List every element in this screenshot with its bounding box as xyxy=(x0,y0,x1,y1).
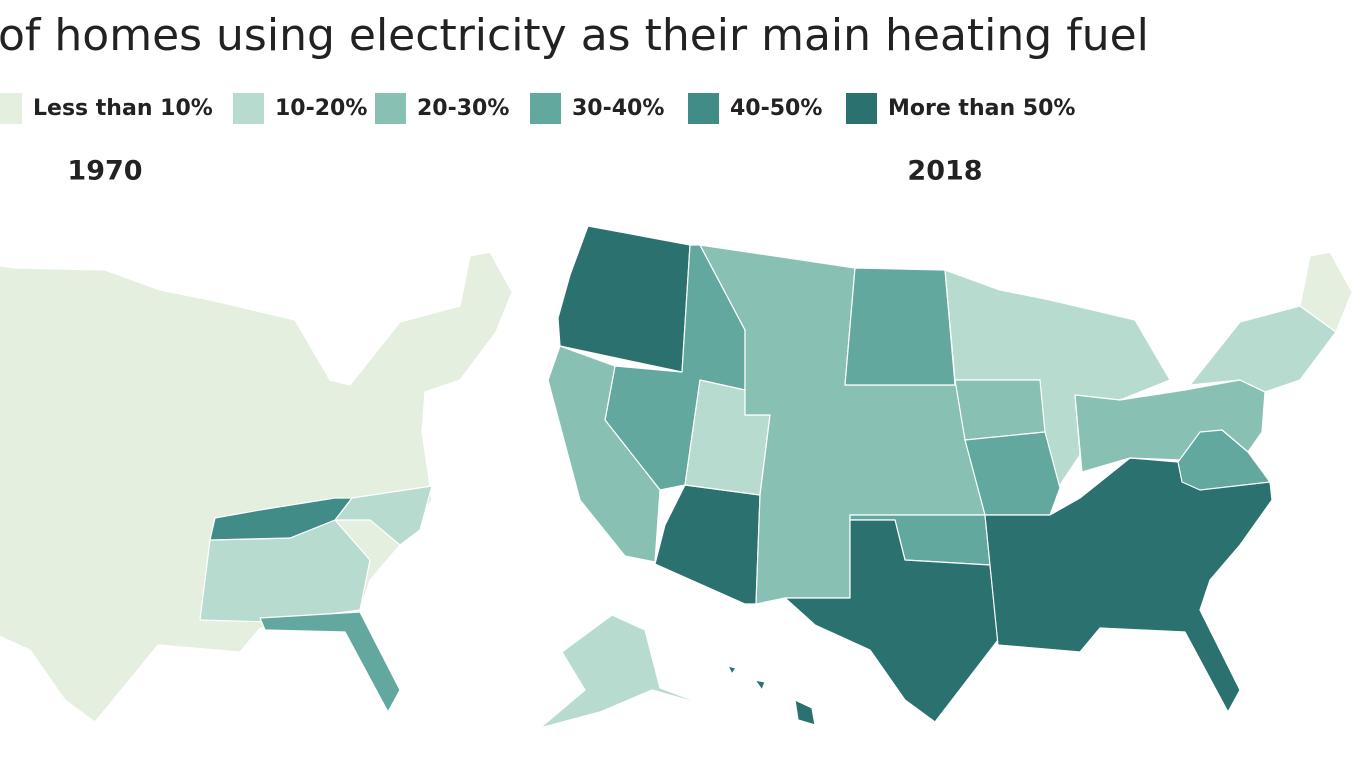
legend: Less than 10% 10-20% 20-30% 30-40% 40-50% Mor… xyxy=(0,93,1075,124)
region xyxy=(259,611,401,713)
legend-label: 20-30% xyxy=(417,96,509,121)
region xyxy=(654,484,761,605)
legend-swatch xyxy=(375,93,406,124)
region xyxy=(964,431,1061,516)
legend-label: Less than 10% xyxy=(33,96,213,121)
legend-label: More than 50% xyxy=(888,96,1075,121)
legend-label: 40-50% xyxy=(730,96,822,121)
map-title: 1970 xyxy=(67,156,142,187)
region xyxy=(1299,251,1353,333)
map-2018 xyxy=(539,225,1353,729)
region xyxy=(727,665,737,675)
region xyxy=(954,379,1046,441)
legend-swatch xyxy=(688,93,719,124)
legend-swatch xyxy=(530,93,561,124)
region xyxy=(1074,379,1266,473)
legend-swatch xyxy=(233,93,264,124)
region xyxy=(1189,305,1337,393)
region xyxy=(1177,429,1271,491)
region xyxy=(209,497,353,541)
region xyxy=(0,251,513,723)
legend-swatch xyxy=(846,93,877,124)
region xyxy=(754,679,766,691)
map-1970 xyxy=(0,251,513,723)
region xyxy=(557,225,691,373)
legend-label: 30-40% xyxy=(572,96,664,121)
page-title: of homes using electricity as their main… xyxy=(0,10,1149,61)
legend-label: 10-20% xyxy=(275,96,367,121)
region xyxy=(844,267,956,386)
map-title: 2018 xyxy=(907,156,982,187)
legend-swatch xyxy=(0,93,22,124)
region xyxy=(539,614,706,729)
region xyxy=(784,519,999,723)
region xyxy=(794,699,816,726)
